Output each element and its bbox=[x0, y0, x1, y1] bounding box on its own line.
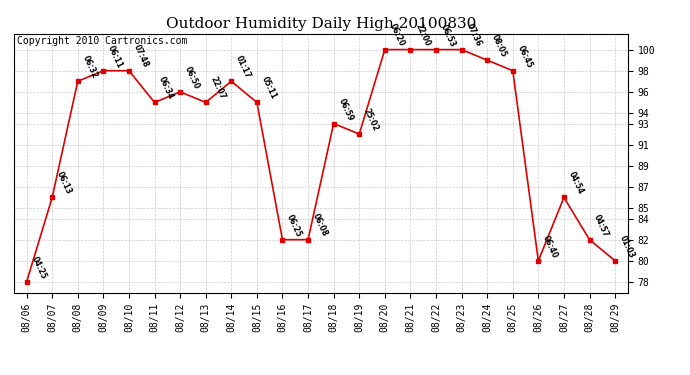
Text: 06:34: 06:34 bbox=[157, 75, 176, 101]
Text: 05:11: 05:11 bbox=[259, 75, 278, 101]
Text: 04:54: 04:54 bbox=[566, 171, 585, 196]
Text: 01:17: 01:17 bbox=[234, 54, 253, 80]
Text: 22:00: 22:00 bbox=[413, 22, 431, 48]
Text: 01:03: 01:03 bbox=[618, 234, 636, 260]
Text: 22:07: 22:07 bbox=[208, 75, 227, 101]
Title: Outdoor Humidity Daily High 20100830: Outdoor Humidity Daily High 20100830 bbox=[166, 17, 476, 31]
Text: 07:48: 07:48 bbox=[132, 44, 150, 69]
Text: 06:32: 06:32 bbox=[81, 54, 99, 80]
Text: 06:08: 06:08 bbox=[310, 213, 329, 238]
Text: 04:25: 04:25 bbox=[30, 255, 48, 280]
Text: 08:05: 08:05 bbox=[490, 33, 509, 59]
Text: 07:36: 07:36 bbox=[464, 22, 483, 48]
Text: 06:13: 06:13 bbox=[55, 170, 73, 196]
Text: 04:57: 04:57 bbox=[592, 213, 611, 238]
Text: 25:02: 25:02 bbox=[362, 107, 380, 133]
Text: 06:11: 06:11 bbox=[106, 44, 124, 69]
Text: 06:59: 06:59 bbox=[337, 97, 355, 122]
Text: 06:50: 06:50 bbox=[183, 65, 201, 90]
Text: 06:45: 06:45 bbox=[515, 44, 534, 69]
Text: 06:25: 06:25 bbox=[285, 213, 304, 238]
Text: Copyright 2010 Cartronics.com: Copyright 2010 Cartronics.com bbox=[17, 36, 187, 46]
Text: 06:40: 06:40 bbox=[541, 234, 560, 260]
Text: 06:53: 06:53 bbox=[439, 22, 457, 48]
Text: 06:20: 06:20 bbox=[388, 22, 406, 48]
